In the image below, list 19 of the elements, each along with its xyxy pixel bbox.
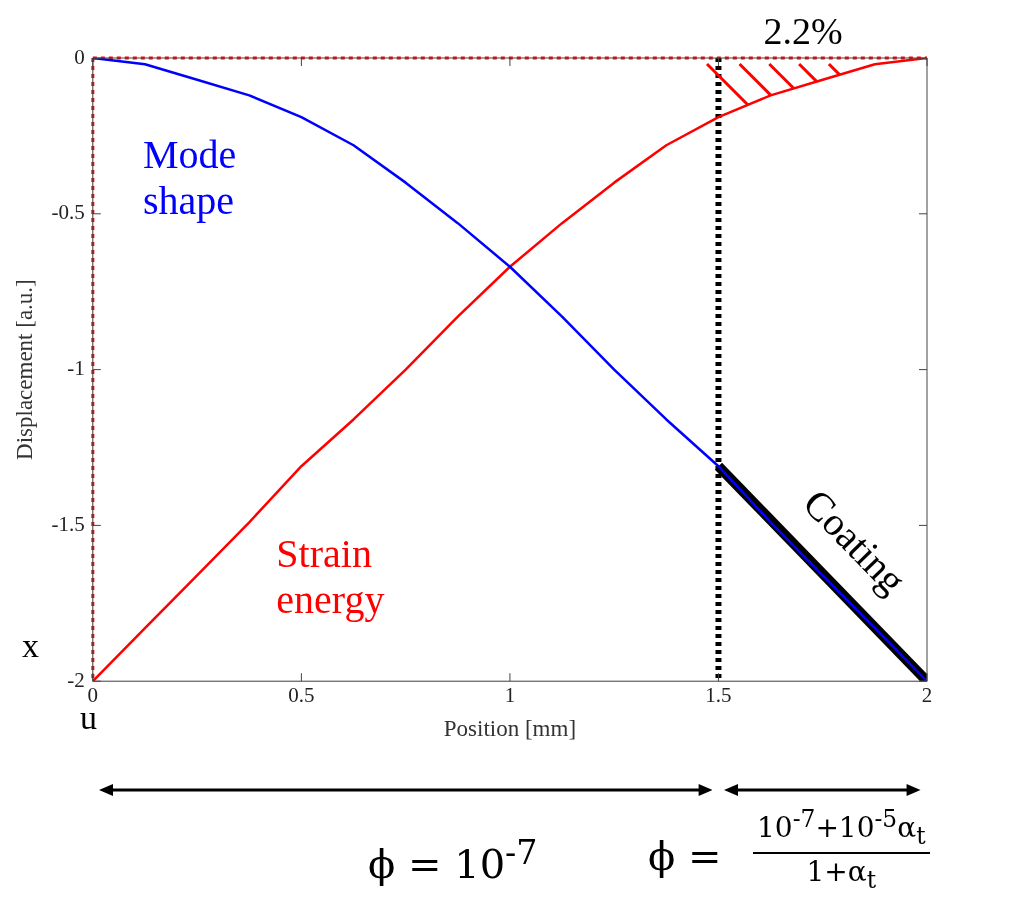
x-tick-label: 1 xyxy=(504,683,516,708)
text: x xyxy=(22,627,39,665)
series-label: Strain energy xyxy=(276,531,385,623)
text: ϕ = xyxy=(648,833,722,879)
series-label: Mode shape xyxy=(142,132,237,224)
x-tick-label: 2 xyxy=(921,683,933,708)
text: 10$^{-7}$+10$^{-5}$α$_{t}$ xyxy=(756,805,927,852)
text: ϕ = 10$^{-7}$ xyxy=(368,833,538,888)
y-tick-label: -2 xyxy=(67,667,85,692)
y-tick-label: -0.5 xyxy=(51,200,85,225)
x-tick-label: 0.5 xyxy=(288,683,315,708)
x-tick-label: 1.5 xyxy=(705,683,732,708)
y-tick-label: -1 xyxy=(67,356,85,381)
x-axis-title: Position [mm] xyxy=(443,716,577,742)
text: 2.2% xyxy=(763,10,843,52)
y-tick-label: 0 xyxy=(74,44,85,69)
y-axis-title: Displacement [a.u.] xyxy=(11,279,37,460)
y-tick-label: -1.5 xyxy=(51,511,85,536)
text: 1+α$_{t}$ xyxy=(753,852,930,894)
